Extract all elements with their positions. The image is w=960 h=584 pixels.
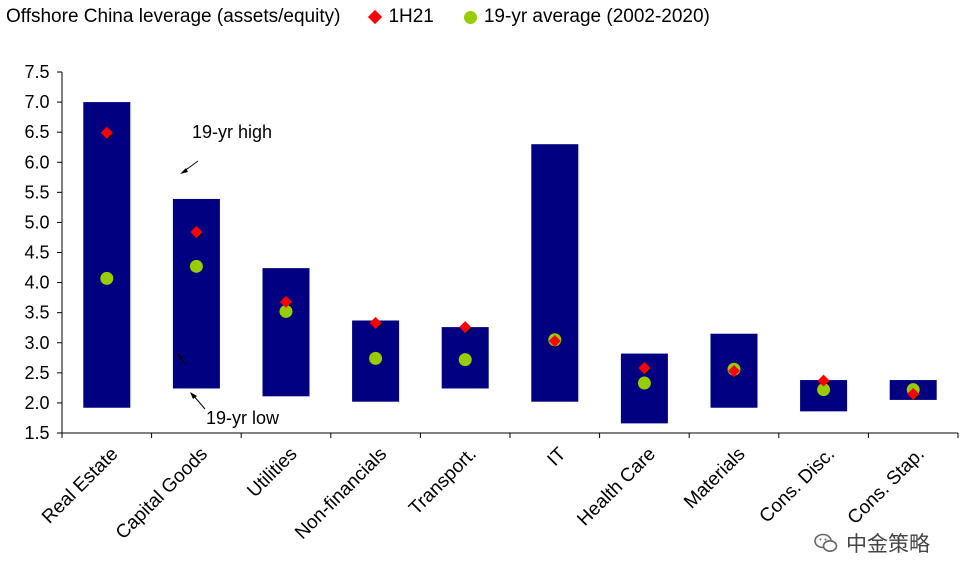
watermark-text: 中金策略 — [846, 533, 930, 556]
1h21-point — [548, 334, 561, 347]
chart-header: Offshore China leverage (assets/equity) … — [6, 6, 710, 28]
range-bar — [83, 102, 131, 408]
annotation-19yr-high: 19-yr high — [192, 122, 272, 142]
y-tick-label: 3.5 — [24, 303, 49, 323]
x-category-label: IT — [544, 443, 571, 470]
1h21-point — [100, 126, 113, 139]
average-point — [637, 376, 651, 390]
x-category-label: Capital Goods — [112, 444, 212, 544]
range-bar — [262, 268, 310, 397]
1h21-point — [369, 316, 382, 329]
y-tick-label: 4.0 — [24, 273, 49, 293]
y-tick-label: 1.5 — [24, 423, 49, 443]
x-category-label: Materials — [680, 444, 749, 513]
1h21-point — [190, 226, 203, 239]
x-category-label: Non-financials — [291, 444, 391, 544]
x-category-label: Utilities — [243, 444, 301, 502]
y-tick-label: 2.5 — [24, 363, 49, 383]
y-tick-label: 4.5 — [24, 243, 49, 263]
y-tick-label: 5.0 — [24, 212, 49, 232]
x-category-label: Transport. — [405, 444, 481, 520]
x-category-label: Real Estate — [38, 444, 122, 528]
annotation-high-arrowhead — [180, 168, 188, 174]
annotation-low-arrowhead-inner — [177, 353, 183, 360]
legend-label-1h21: 1H21 — [388, 6, 434, 27]
average-point — [817, 383, 831, 397]
1h21-point — [638, 362, 651, 375]
y-tick-label: 3.0 — [24, 333, 49, 353]
1h21-point — [907, 387, 920, 400]
average-point — [100, 271, 114, 285]
watermark: 中金策略 — [814, 528, 930, 558]
wechat-logo-icon — [814, 533, 838, 552]
x-category-label: Health Care — [573, 444, 660, 531]
legend-dot-marker — [463, 10, 477, 24]
range-bar — [531, 144, 579, 402]
average-point — [279, 304, 293, 318]
chart-title: Offshore China leverage (assets/equity) — [6, 6, 341, 27]
x-category-label: Cons. Disc. — [756, 444, 840, 528]
annotation-19yr-low: 19-yr low — [206, 408, 280, 428]
average-point — [189, 259, 203, 273]
x-category-label: Cons. Stap. — [844, 444, 929, 529]
y-tick-label: 7.5 — [24, 62, 49, 82]
y-tick-label: 5.5 — [24, 182, 49, 202]
1h21-point — [728, 365, 740, 378]
legend-item-1h21: 1H21 — [368, 6, 434, 28]
y-tick-label: 2.0 — [24, 393, 49, 413]
annotation-low-arrowhead — [190, 392, 197, 399]
1h21-point — [280, 295, 292, 308]
1h21-point — [817, 374, 830, 387]
legend-label-average: 19-yr average (2002-2020) — [483, 6, 710, 27]
1h21-point — [459, 321, 472, 334]
y-tick-label: 7.0 — [24, 92, 49, 112]
average-point — [369, 351, 383, 365]
y-tick-label: 6.5 — [24, 122, 49, 142]
y-tick-label: 6.0 — [24, 152, 49, 172]
legend-item-average: 19-yr average (2002-2020) — [463, 6, 710, 28]
average-point — [458, 353, 472, 367]
